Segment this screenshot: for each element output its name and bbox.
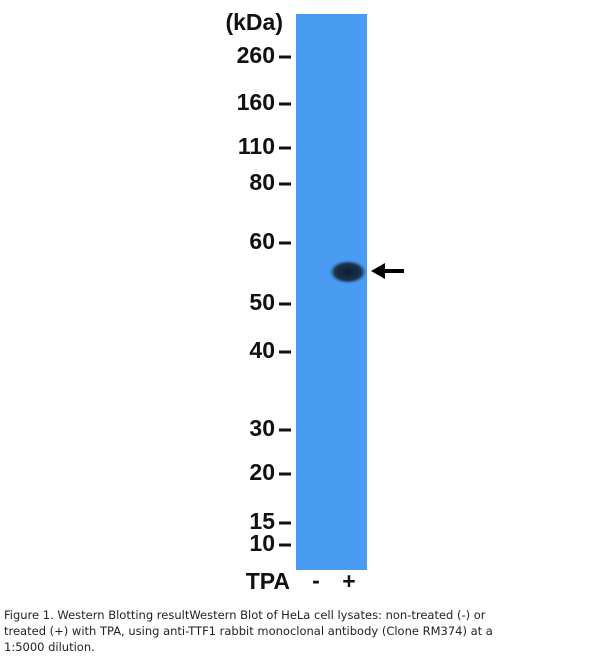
marker-label: 10	[249, 530, 275, 556]
caption-line: 1:5000 dilution.	[4, 640, 95, 654]
marker-label: 15	[249, 508, 275, 534]
marker-label: 60	[249, 228, 275, 254]
lane-label: +	[342, 568, 355, 594]
marker-label: 30	[249, 415, 275, 441]
marker-label: 20	[249, 459, 275, 485]
caption-line: Figure 1. Western Blotting resultWestern…	[4, 608, 486, 622]
arrow	[371, 263, 404, 279]
protein-band	[329, 260, 367, 284]
blot-membrane	[296, 14, 367, 570]
lane-row-label: TPA	[246, 568, 290, 594]
lane-label: -	[312, 567, 320, 593]
marker-label: 50	[249, 289, 275, 315]
marker-label: 110	[238, 133, 275, 159]
unit-label: (kDa)	[225, 9, 283, 35]
caption-line: treated (+) with TPA, using anti-TTF1 ra…	[4, 624, 493, 638]
marker-label: 40	[249, 337, 275, 363]
marker-label: 80	[249, 169, 275, 195]
marker-label: 260	[237, 42, 275, 68]
marker-label: 160	[237, 89, 275, 115]
